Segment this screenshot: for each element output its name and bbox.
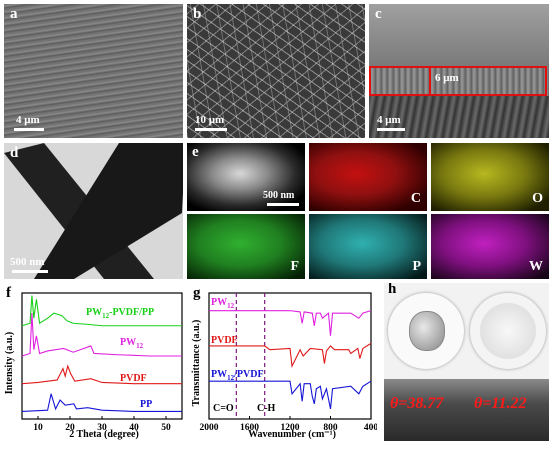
panel-f-xrd-chart: f Intensity (a.u.) 2 Theta (degree) 10 20…	[0, 283, 186, 445]
scale-bar	[377, 128, 405, 131]
x-tick-label: 30	[97, 423, 107, 433]
panel-d-tem: d 500 nm	[4, 143, 183, 279]
angle-strip	[384, 379, 549, 441]
cross-section-substrate	[369, 96, 549, 138]
angle-right-value: θ=11.22	[474, 395, 527, 412]
panel-a-label: a	[10, 6, 18, 22]
g-xlabel: Wavenumber (cm⁻¹)	[248, 429, 336, 440]
ftir-chart-svg: g Transmittance (a.u.) Wavenumber (cm⁻¹)…	[191, 285, 378, 440]
annotation-label: C-H	[257, 403, 276, 414]
tem-fibers	[4, 143, 183, 279]
panel-c-label: c	[375, 6, 382, 22]
series-label-red: PVDF	[211, 335, 238, 346]
panel-h-contact-angle: h θ=38.77 θ=11.22	[384, 283, 549, 441]
panel-g-ftir-chart: g Transmittance (a.u.) Wavenumber (cm⁻¹)…	[187, 283, 378, 445]
droplet-left	[409, 311, 445, 351]
x-tick-label: 400	[364, 423, 377, 433]
panel-e-eds-dark-field: e 500 nm	[187, 143, 305, 211]
series-line-green	[21, 295, 182, 327]
eds-map-o: O	[431, 143, 549, 211]
f-ylabel: Intensity (a.u.)	[4, 332, 15, 395]
element-label: O	[532, 191, 543, 206]
x-tick-label: 10	[33, 423, 43, 433]
scale-bar	[267, 203, 299, 206]
series-label-magenta: PW12	[211, 297, 235, 310]
panel-f-label: f	[6, 285, 12, 301]
panel-e-label: e	[192, 144, 199, 160]
eds-map-f: F	[187, 214, 305, 279]
x-tick-label: 50	[161, 423, 171, 433]
eds-map-w: W	[431, 214, 549, 279]
series-line-red	[209, 342, 372, 368]
scale-bar	[14, 128, 44, 131]
scale-label: 4 μm	[377, 114, 401, 126]
panel-h-label: h	[388, 283, 397, 297]
series-line-magenta	[21, 313, 182, 357]
panel-g-label: g	[193, 285, 201, 301]
element-label: W	[529, 259, 543, 274]
scale-label: 4 μm	[16, 114, 40, 126]
x-tick-label: 20	[65, 423, 75, 433]
element-label: F	[290, 259, 299, 274]
panel-d-label: d	[10, 145, 19, 161]
thickness-box	[369, 66, 547, 96]
angle-left-value: θ=38.77	[390, 395, 444, 412]
scale-bar	[12, 270, 48, 273]
xrd-chart-svg: f Intensity (a.u.) 2 Theta (degree) 10 20…	[4, 285, 183, 440]
element-label: P	[412, 259, 421, 274]
cross-section-film	[369, 66, 549, 96]
x-tick-label: 800	[323, 423, 338, 433]
panel-a-sem-surface: a 4 μm	[4, 4, 183, 138]
g-ylabel: Transmittance (a.u.)	[191, 320, 202, 407]
panel-b-sem-fibers: b 10 μm	[187, 4, 365, 138]
x-tick-label: 1200	[281, 423, 300, 433]
series-line-magenta	[209, 310, 372, 336]
series-line-blue	[21, 393, 182, 412]
scale-label: 500 nm	[263, 190, 295, 201]
annotation-label: C=O	[213, 403, 234, 414]
cross-section-top	[369, 4, 549, 66]
series-label-blue: PW12/PVDF	[211, 369, 264, 382]
series-line-red	[21, 364, 182, 385]
series-label-red: PVDF	[120, 373, 147, 384]
thickness-label: 6 μm	[435, 72, 459, 84]
x-tick-label: 40	[129, 423, 139, 433]
element-label: C	[410, 191, 421, 206]
series-label-blue: PP	[140, 399, 152, 410]
x-tick-label: 2000	[200, 423, 219, 433]
eds-map-p: P	[309, 214, 427, 279]
droplet-right	[480, 303, 536, 359]
plot-frame	[208, 292, 372, 420]
series-label-magenta: PW12	[120, 337, 144, 350]
series-label-green: PW12-PVDF/PP	[86, 307, 154, 320]
scale-label: 500 nm	[10, 256, 45, 268]
eds-map-c: C	[309, 143, 427, 211]
thickness-divider	[429, 66, 431, 96]
f-xlabel: 2 Theta (degree)	[69, 429, 139, 440]
series-line-blue	[209, 380, 372, 410]
scale-bar	[195, 128, 227, 131]
scale-label: 10 μm	[195, 114, 225, 126]
panel-b-label: b	[193, 6, 202, 22]
x-tick-label: 1600	[240, 423, 259, 433]
panel-c-sem-cross-section: 6 μm c 4 μm	[369, 4, 549, 138]
